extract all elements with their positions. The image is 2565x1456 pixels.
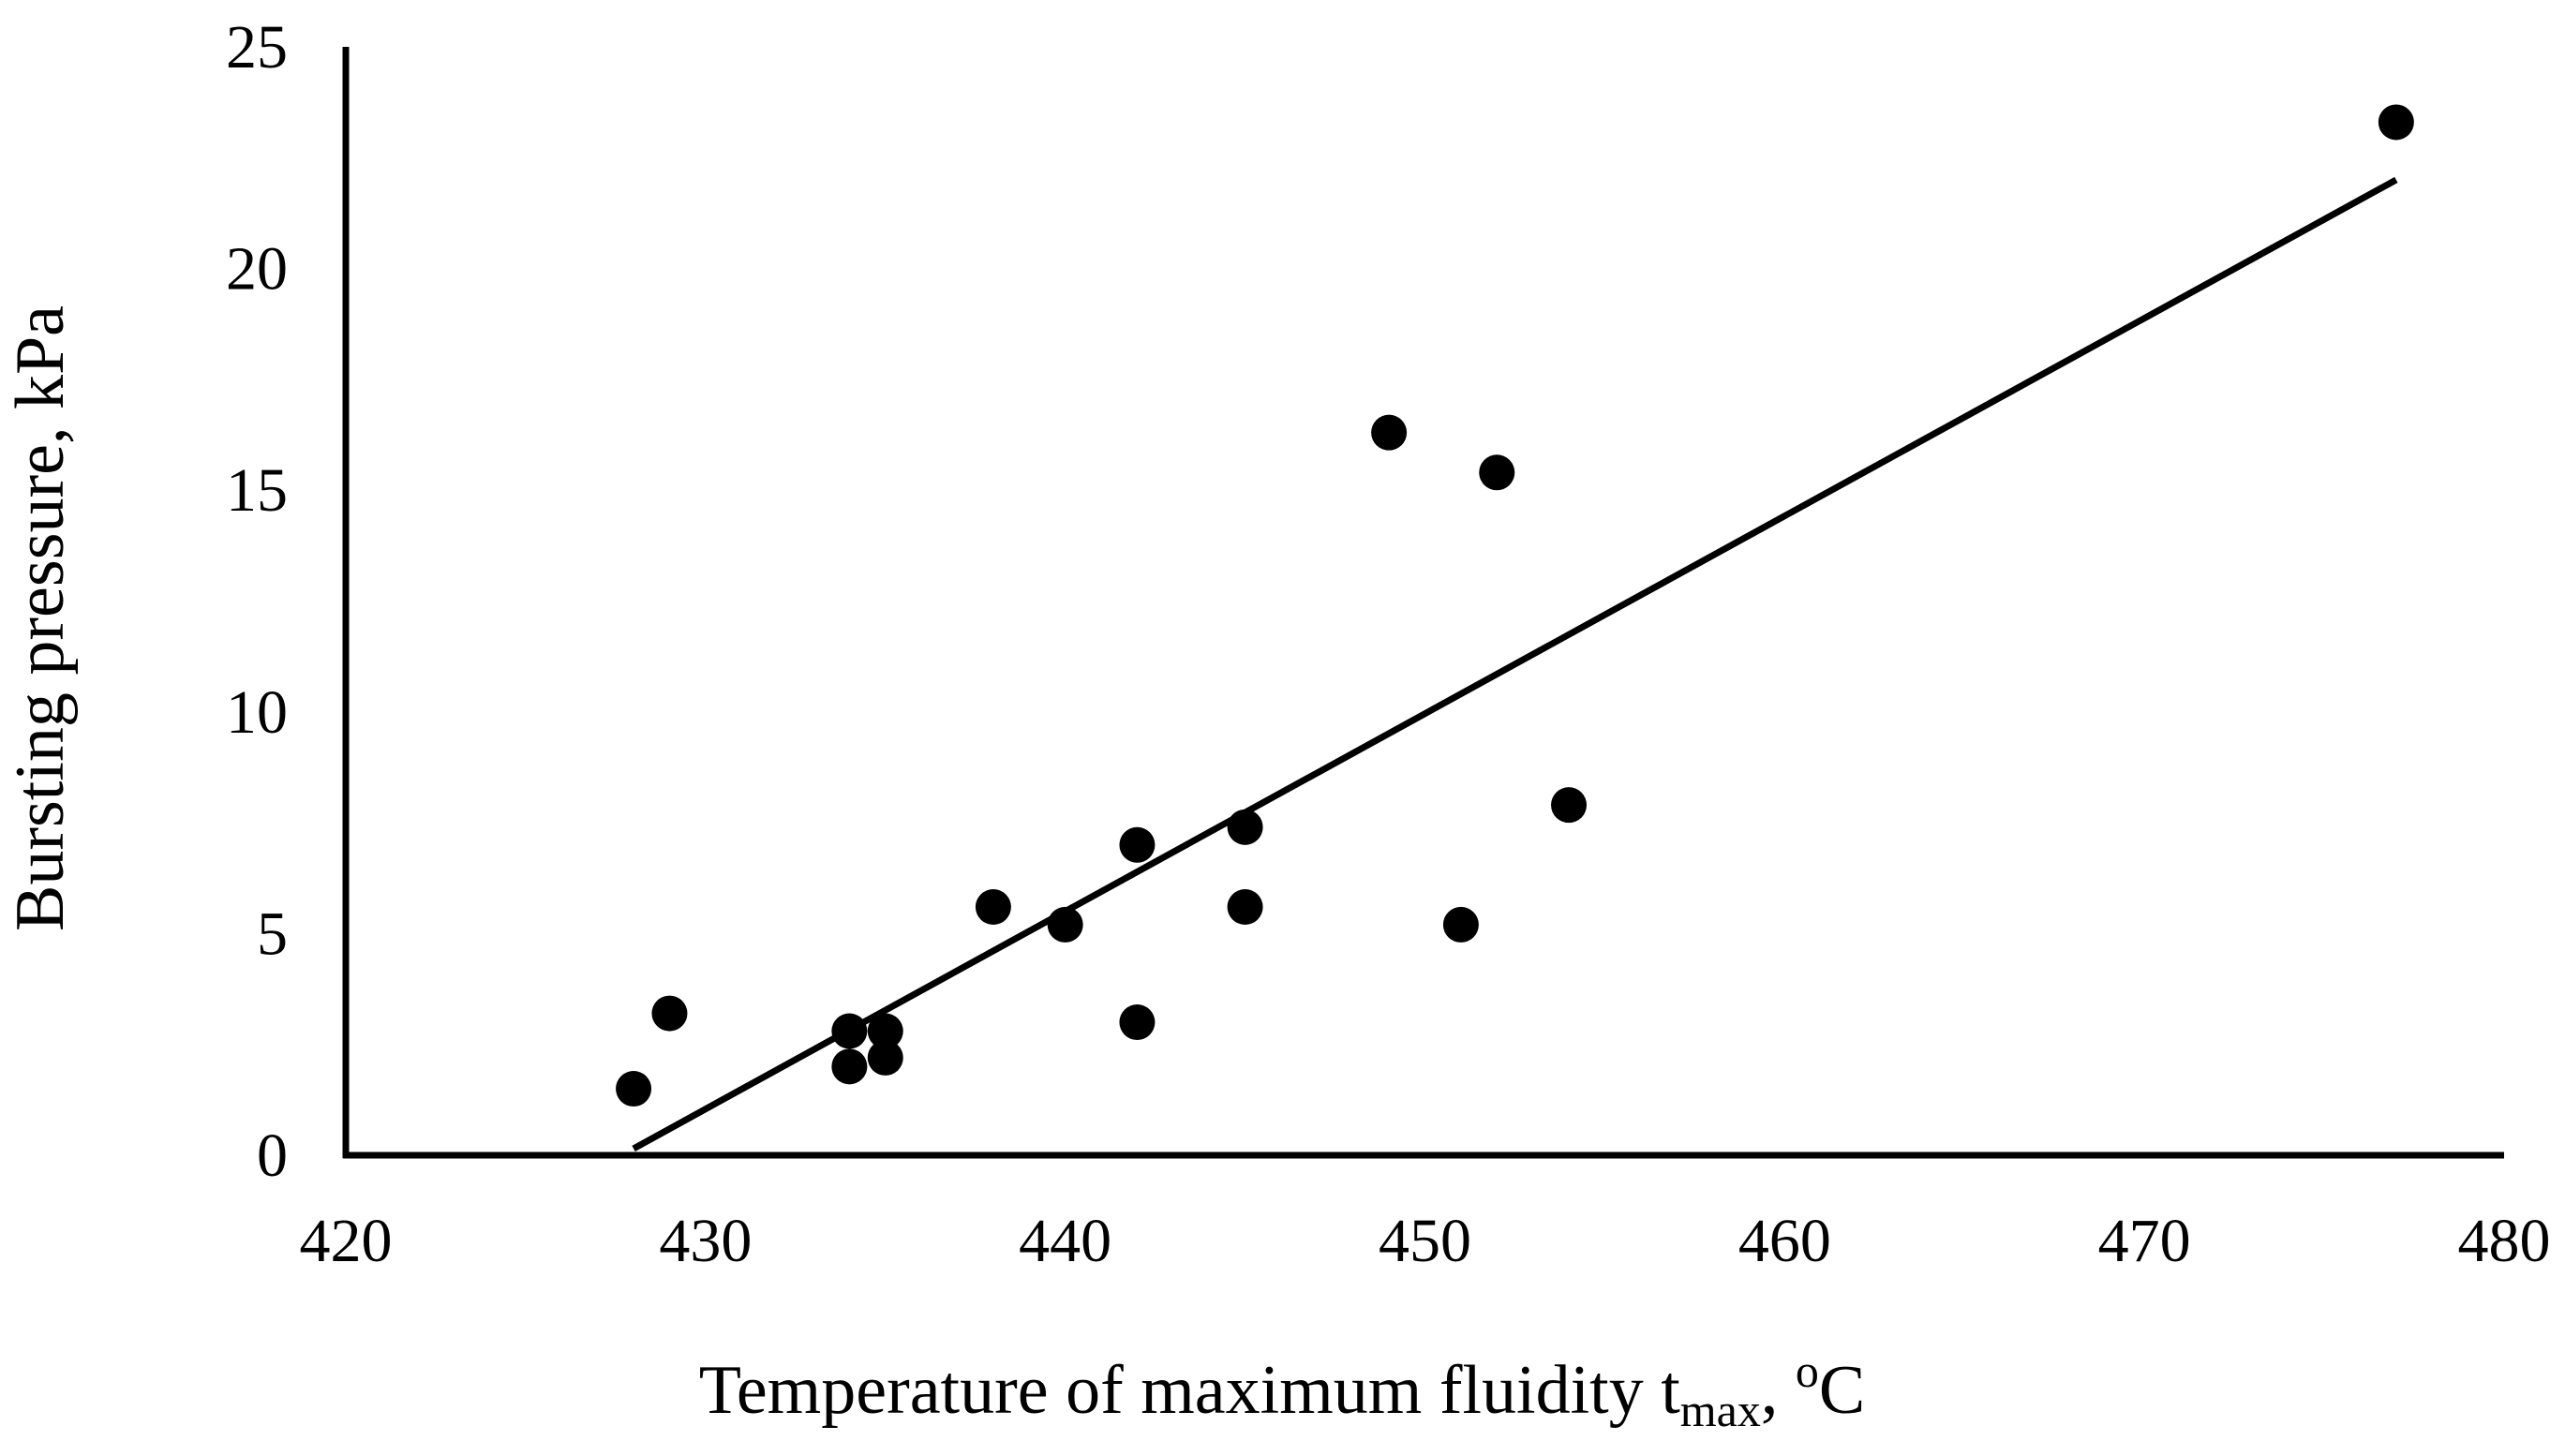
data-point	[1119, 1004, 1156, 1041]
y-tick-label: 0	[257, 1122, 288, 1190]
x-axis-tick-labels: 420 430 440 450 460 470 480	[300, 1207, 2551, 1275]
y-tick-label: 5	[257, 899, 288, 968]
x-tick-label: 460	[1738, 1207, 1831, 1275]
data-point	[1371, 414, 1408, 451]
data-point	[1479, 454, 1515, 491]
y-tick-label: 25	[226, 13, 288, 82]
data-points	[616, 104, 2414, 1107]
data-point	[2378, 104, 2414, 141]
x-tick-label: 450	[1379, 1207, 1471, 1275]
data-point	[1442, 906, 1479, 943]
data-point	[867, 1039, 903, 1076]
x-axis-title-unit: C	[1819, 1352, 1865, 1429]
y-tick-label: 20	[226, 235, 288, 304]
data-point	[831, 1048, 868, 1085]
data-point	[1047, 906, 1083, 943]
x-tick-label: 480	[2458, 1207, 2551, 1275]
data-point	[1227, 809, 1263, 845]
data-point	[975, 889, 1011, 926]
y-axis-tick-labels: 0 5 10 15 20 25	[226, 13, 288, 1190]
x-tick-label: 440	[1019, 1207, 1111, 1275]
data-point	[831, 1013, 868, 1049]
data-point	[616, 1071, 652, 1107]
x-axis-title: Temperature of maximum fluidity tmax, oC	[699, 1345, 1865, 1436]
data-point	[867, 1013, 903, 1049]
y-tick-label: 15	[226, 456, 288, 525]
y-tick-label: 10	[226, 678, 288, 747]
data-point	[651, 995, 688, 1032]
trend-line	[632, 176, 2398, 1151]
x-axis-title-separator: ,	[1761, 1352, 1796, 1429]
x-axis-title-unit-superscript: o	[1796, 1345, 1819, 1397]
data-point	[1119, 826, 1156, 863]
x-tick-label: 430	[659, 1207, 752, 1275]
data-point	[1227, 889, 1263, 926]
x-tick-label: 470	[2098, 1207, 2191, 1275]
x-tick-label: 420	[300, 1207, 393, 1275]
x-axis-title-main: Temperature of maximum fluidity t	[699, 1352, 1680, 1429]
data-point	[1551, 787, 1588, 824]
x-axis-title-subscript: max	[1680, 1384, 1761, 1436]
y-axis-title: Bursting pressure, kPa	[2, 305, 79, 931]
